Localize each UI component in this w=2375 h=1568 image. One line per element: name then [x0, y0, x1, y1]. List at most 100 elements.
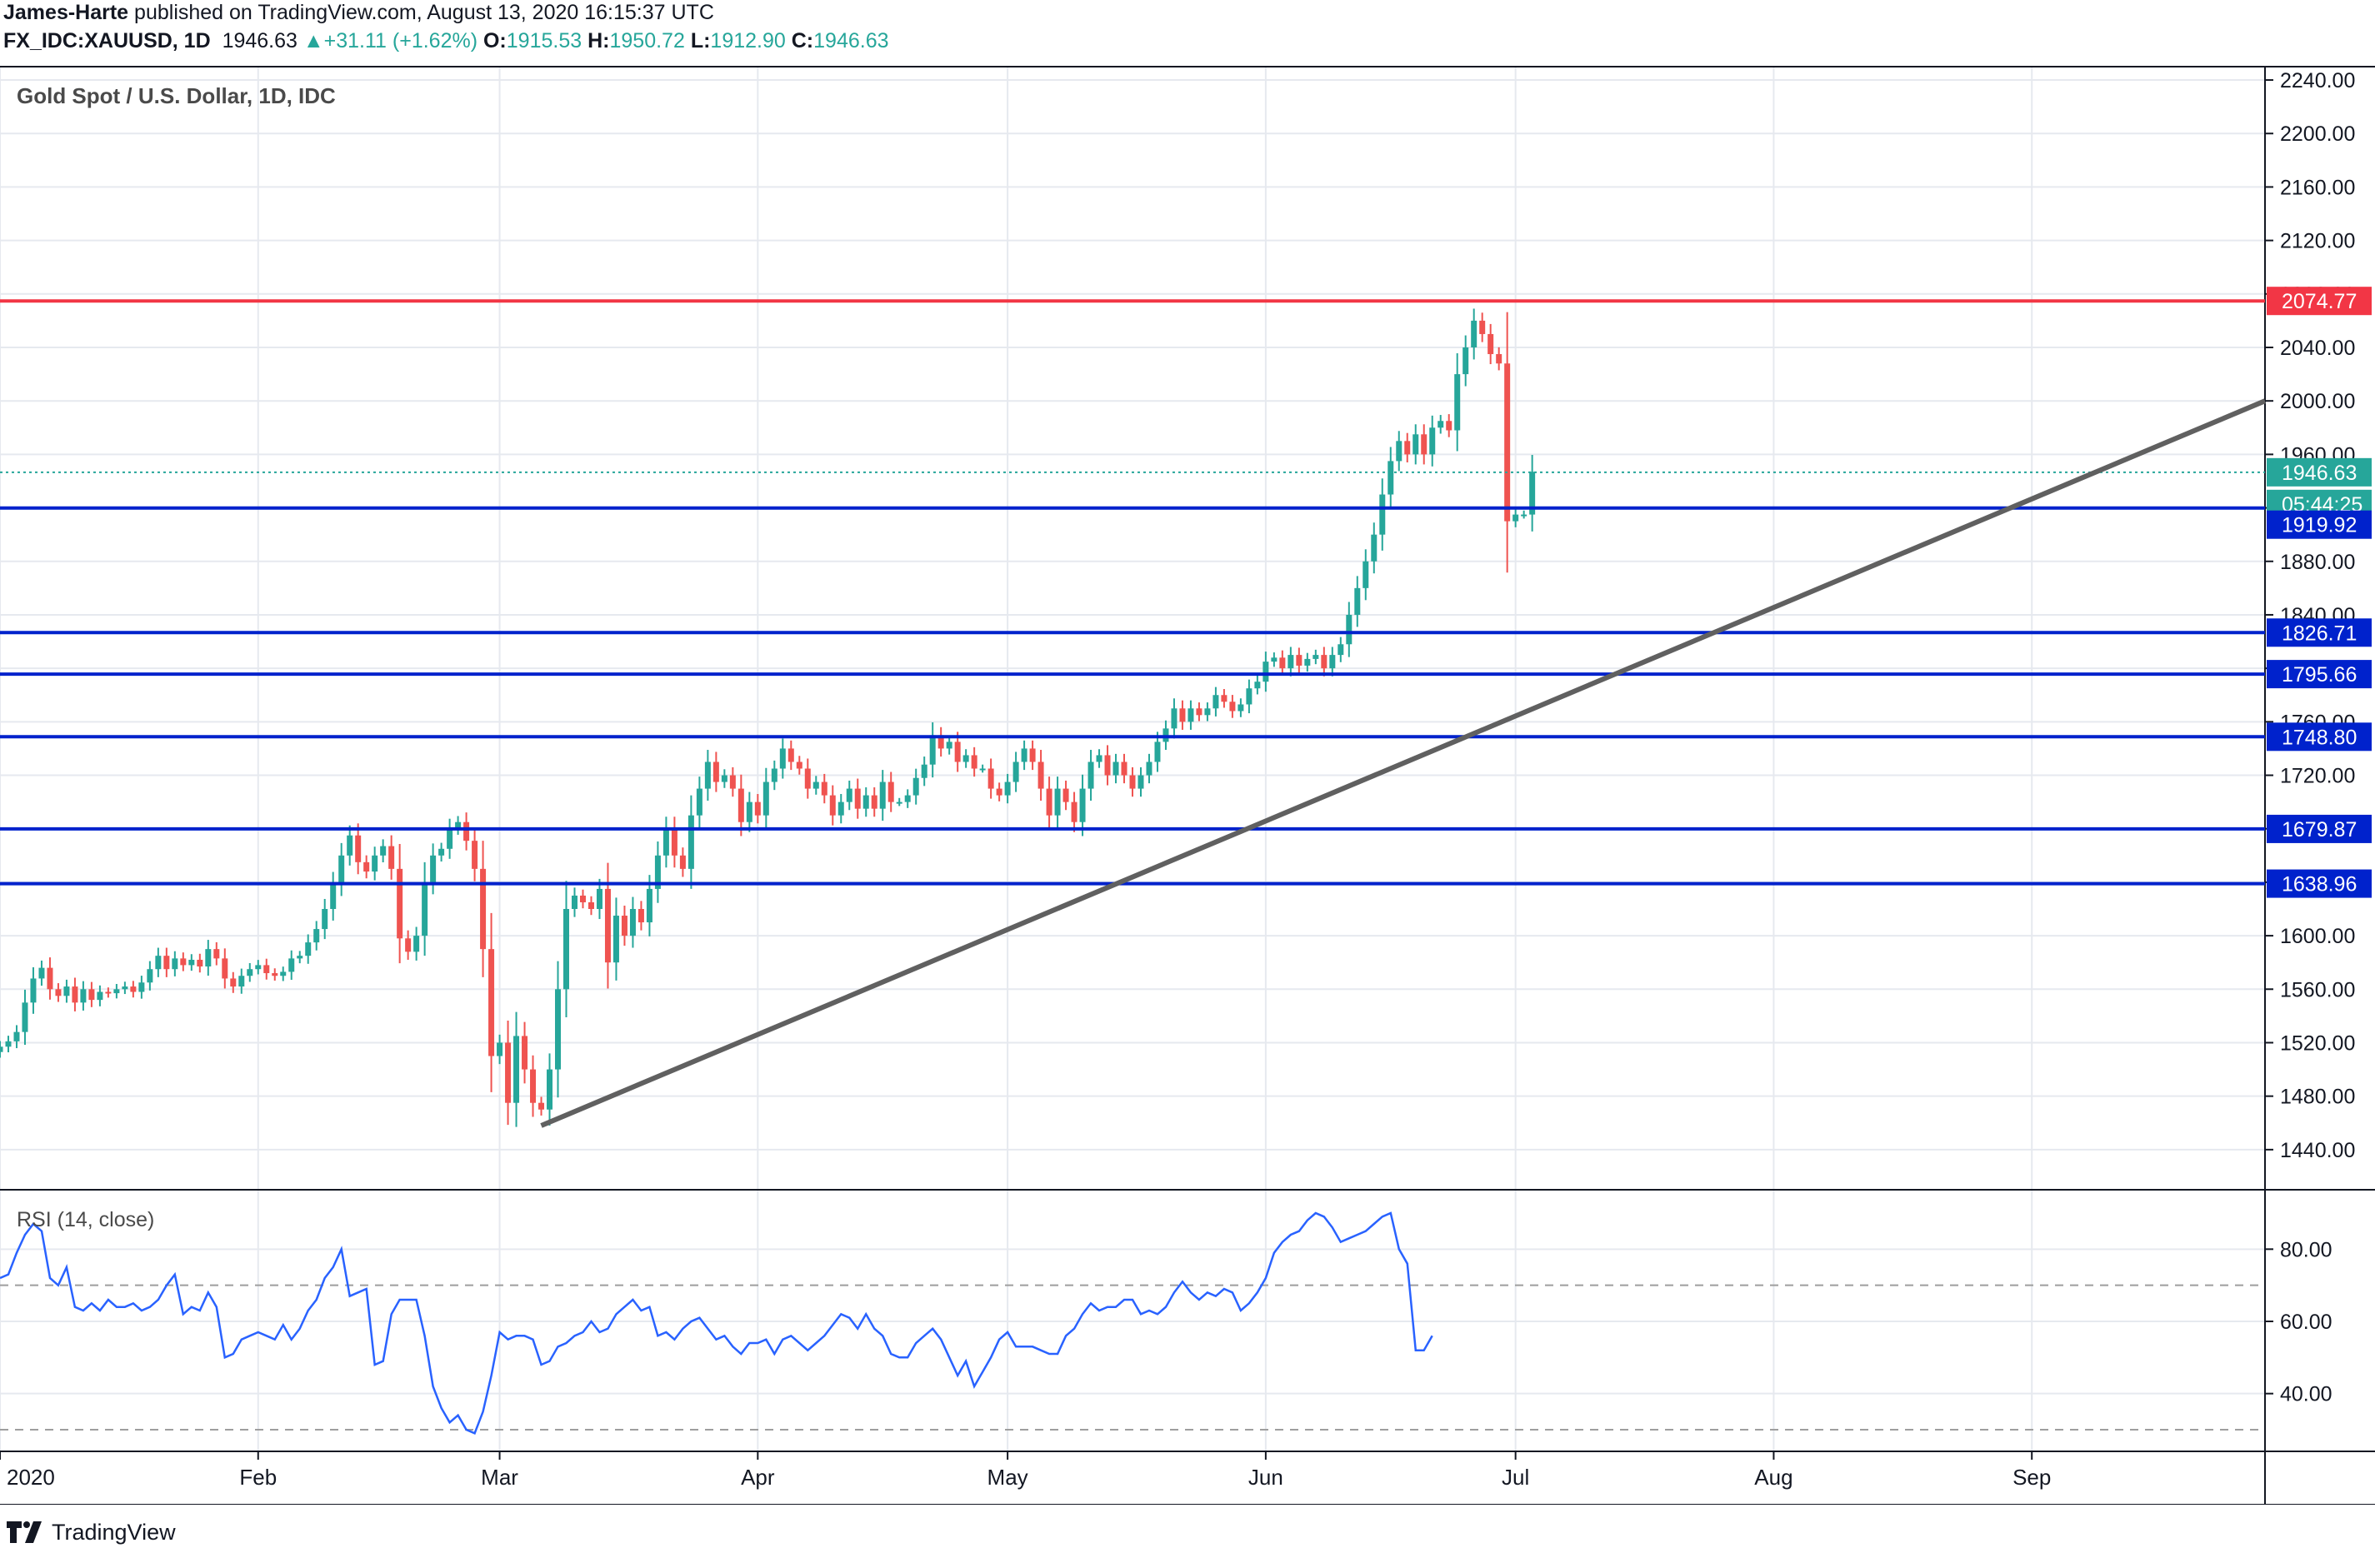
rsi-axis-label: 40.00 — [2280, 1383, 2332, 1406]
candle-body — [1154, 742, 1161, 762]
candle-body — [821, 782, 828, 796]
candle-body — [1338, 644, 1344, 656]
candle-body — [280, 971, 287, 976]
candle-body — [1012, 762, 1019, 782]
candle-body — [646, 888, 652, 923]
candle-body — [729, 775, 736, 789]
candle-body — [1079, 788, 1086, 822]
candle-body — [629, 909, 636, 936]
support-price-label: 1748.80 — [2282, 726, 2357, 749]
candle-body — [305, 942, 312, 956]
candle-body — [288, 958, 295, 972]
candle-body — [363, 861, 370, 872]
price-axis-label: 2160.00 — [2280, 176, 2355, 199]
candle-body — [621, 916, 628, 936]
candle-body — [380, 846, 387, 856]
candle-body — [222, 958, 228, 979]
tradingview-brand: TradingView — [52, 1519, 176, 1545]
candle-body — [1438, 421, 1444, 428]
candle-body — [463, 821, 470, 841]
candle-body — [1296, 655, 1302, 666]
candle-body — [704, 762, 711, 789]
price-axis-label: 1560.00 — [2280, 978, 2355, 1001]
chart-header: James-Harte published on TradingView.com… — [0, 0, 2375, 67]
candle-body — [1396, 441, 1402, 462]
price-axis-label: 1880.00 — [2280, 551, 2355, 574]
candle-body — [1171, 708, 1178, 729]
candle-body — [1229, 702, 1236, 712]
time-axis-label: Feb — [239, 1465, 277, 1490]
candle-body — [1021, 748, 1028, 762]
candle-body — [579, 895, 586, 902]
candle-body — [1529, 472, 1536, 515]
candle-body — [1462, 347, 1469, 375]
candle-body — [397, 868, 403, 939]
time-axis-label: May — [988, 1465, 1028, 1490]
candle-body — [679, 855, 686, 869]
candle-body — [671, 828, 678, 856]
candle-body — [338, 855, 345, 884]
support-price-label-bg — [2267, 660, 2372, 689]
close-value: 1946.63 — [813, 29, 889, 52]
candle-body — [247, 969, 253, 976]
candle-body — [72, 986, 78, 1003]
candle-body — [5, 1041, 12, 1047]
support-price-label: 1826.71 — [2282, 622, 2357, 645]
low-value: 1912.90 — [710, 29, 786, 52]
candle-body — [1238, 704, 1244, 712]
candle-body — [172, 958, 178, 970]
candle-body — [1521, 514, 1528, 517]
candle-body — [55, 989, 62, 996]
rsi-axis-label: 60.00 — [2280, 1311, 2332, 1334]
candle-body — [122, 986, 128, 990]
last-price-label-bg — [2267, 457, 2372, 487]
candle-body — [788, 748, 794, 762]
time-axis-label: Jun — [1248, 1465, 1283, 1490]
candle-body — [904, 795, 911, 802]
tradingview-logo[interactable]: TradingView — [5, 1518, 176, 1546]
candle-body — [455, 821, 462, 829]
candle-body — [1421, 434, 1428, 455]
candle-body — [505, 1042, 512, 1103]
support-price-label-bg — [2267, 510, 2372, 539]
low-label: L: — [690, 29, 711, 52]
candle-body — [696, 788, 702, 816]
price-axis-label: 1600.00 — [2280, 925, 2355, 948]
candle-body — [596, 888, 602, 909]
publish-info: James-Harte published on TradingView.com… — [3, 0, 714, 25]
candle-body — [996, 788, 1002, 796]
support-price-label: 1919.92 — [2282, 514, 2357, 537]
support-price-label-bg — [2267, 814, 2372, 843]
candle-body — [1188, 708, 1194, 722]
candle-body — [838, 801, 844, 816]
candle-body — [438, 848, 445, 856]
candle-body — [347, 835, 353, 856]
tradingview-icon — [7, 1521, 42, 1543]
last-price: 1946.63 — [222, 29, 298, 52]
candle-body — [1471, 320, 1478, 347]
candle-body — [1179, 708, 1186, 722]
candle-body — [30, 978, 37, 1003]
candle-body — [1146, 762, 1152, 776]
candle-body — [854, 788, 861, 809]
candle-body — [513, 1036, 520, 1103]
candle-body — [846, 788, 852, 802]
rsi-line — [0, 1211, 1433, 1435]
candle-body — [1279, 657, 1286, 669]
candle-body — [1138, 775, 1144, 789]
candle-body — [263, 965, 270, 974]
candle-body — [754, 801, 761, 816]
price-axis-label: 2040.00 — [2280, 337, 2355, 360]
candle-body — [638, 909, 644, 923]
symbol-label[interactable]: FX_IDC:XAUUSD, 1D — [3, 29, 211, 52]
candle-body — [662, 828, 669, 856]
footer: TradingView — [0, 1505, 2375, 1568]
candle-body — [1354, 587, 1361, 615]
trendline — [540, 398, 2267, 1128]
candle-body — [896, 801, 902, 804]
candle-body — [322, 909, 328, 930]
candle-body — [1246, 688, 1252, 705]
chart-canvas[interactable]: 2240.002200.002160.002120.002080.002040.… — [0, 0, 2375, 1505]
candle-body — [721, 775, 728, 782]
author-name[interactable]: James-Harte — [3, 1, 129, 24]
